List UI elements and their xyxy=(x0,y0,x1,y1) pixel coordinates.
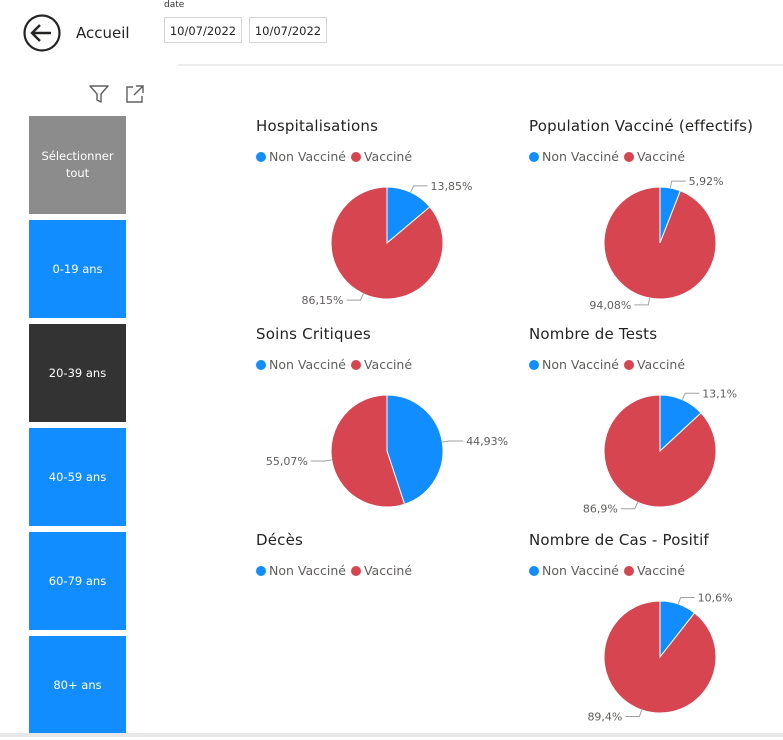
data-label: 10,6% xyxy=(698,591,733,604)
leader-line xyxy=(620,502,639,510)
header-divider xyxy=(178,64,783,66)
leader-line xyxy=(310,459,332,462)
data-label: 13,85% xyxy=(431,180,473,193)
age-group-slicer: Sélectionner tout 0-19 ans 20-39 ans 40-… xyxy=(29,116,126,740)
data-label: 44,93% xyxy=(466,435,508,448)
tile-60-79[interactable]: 60-79 ans xyxy=(29,532,126,630)
data-label: 94,08% xyxy=(589,299,631,312)
legend-dot-vaccine xyxy=(350,565,361,576)
legend-deces: Non Vacciné Vacciné xyxy=(256,563,417,578)
leader-line xyxy=(677,596,695,605)
data-label: 86,9% xyxy=(583,503,618,516)
chart-title-population: Population Vacciné (effectifs) xyxy=(529,117,754,135)
back-arrow-icon xyxy=(23,14,61,52)
data-label: 55,07% xyxy=(266,455,308,468)
legend-dot-non-vaccine xyxy=(529,359,539,370)
leader-line xyxy=(346,293,364,301)
leader-line xyxy=(625,709,643,718)
legend-dot-non-vaccine xyxy=(529,151,539,162)
date-start-input[interactable]: 10/07/2022 xyxy=(164,17,242,43)
data-label: 5,92% xyxy=(689,175,724,188)
chart-title-cas-positif: Nombre de Cas - Positif xyxy=(529,531,709,549)
legend-label-vaccine: Vacciné xyxy=(636,149,686,164)
legend-label-non-vaccine: Non Vacciné xyxy=(269,563,346,578)
legend-label-vaccine: Vacciné xyxy=(636,357,686,372)
pie-slice-vaccine[interactable] xyxy=(603,600,717,714)
data-label: 89,4% xyxy=(587,711,622,724)
pie-slice-vaccine[interactable] xyxy=(330,186,444,300)
legend-label-vaccine: Vacciné xyxy=(363,563,413,578)
legend-label-vaccine: Vacciné xyxy=(363,149,413,164)
leader-line xyxy=(669,180,686,189)
chart-title-hospitalisations: Hospitalisations xyxy=(256,117,379,135)
legend-dot-non-vaccine xyxy=(256,151,266,162)
back-label: Accueil xyxy=(76,24,130,42)
leader-line xyxy=(410,185,428,193)
tile-0-19[interactable]: 0-19 ans xyxy=(29,220,126,318)
legend-label-vaccine: Vacciné xyxy=(363,357,413,372)
legend-dot-vaccine xyxy=(350,151,361,162)
legend-label-non-vaccine: Non Vacciné xyxy=(542,357,619,372)
filter-icon[interactable] xyxy=(88,83,110,105)
legend-label-non-vaccine: Non Vacciné xyxy=(269,149,346,164)
legend-dot-non-vaccine xyxy=(256,565,266,576)
leader-line xyxy=(681,392,700,400)
bottom-scroll-edge xyxy=(0,733,783,737)
tile-80-plus[interactable]: 80+ ans xyxy=(29,636,126,734)
legend-hospitalisations: Non Vacciné Vacciné xyxy=(256,149,417,164)
legend-dot-vaccine xyxy=(623,565,634,576)
focus-mode-icon[interactable] xyxy=(124,83,146,105)
tile-40-59[interactable]: 40-59 ans xyxy=(29,428,126,526)
pie-slice-vaccine[interactable] xyxy=(330,394,406,508)
legend-dot-non-vaccine xyxy=(256,359,266,370)
legend-tests: Non Vacciné Vacciné xyxy=(529,357,690,372)
back-button[interactable]: Accueil xyxy=(22,13,130,53)
tile-select-all[interactable]: Sélectionner tout xyxy=(29,116,126,214)
chart-title-tests: Nombre de Tests xyxy=(529,325,658,343)
legend-label-non-vaccine: Non Vacciné xyxy=(542,563,619,578)
data-label: 86,15% xyxy=(301,294,343,307)
legend-dot-non-vaccine xyxy=(529,565,539,576)
data-label: 13,1% xyxy=(702,387,737,400)
date-filter-caption: date xyxy=(164,0,185,10)
tile-20-39[interactable]: 20-39 ans xyxy=(29,324,126,422)
legend-dot-vaccine xyxy=(623,151,634,162)
leader-line xyxy=(634,297,651,306)
legend-label-vaccine: Vacciné xyxy=(636,563,686,578)
legend-dot-vaccine xyxy=(623,359,634,370)
leader-line xyxy=(442,440,464,443)
legend-cas-positif: Non Vacciné Vacciné xyxy=(529,563,690,578)
chart-title-deces: Décès xyxy=(256,531,304,549)
legend-soins-critiques: Non Vacciné Vacciné xyxy=(256,357,417,372)
legend-label-non-vaccine: Non Vacciné xyxy=(542,149,619,164)
legend-dot-vaccine xyxy=(350,359,361,370)
legend-label-non-vaccine: Non Vacciné xyxy=(269,357,346,372)
chart-title-soins-critiques: Soins Critiques xyxy=(256,325,371,343)
date-end-input[interactable]: 10/07/2022 xyxy=(249,17,327,43)
legend-population: Non Vacciné Vacciné xyxy=(529,149,690,164)
